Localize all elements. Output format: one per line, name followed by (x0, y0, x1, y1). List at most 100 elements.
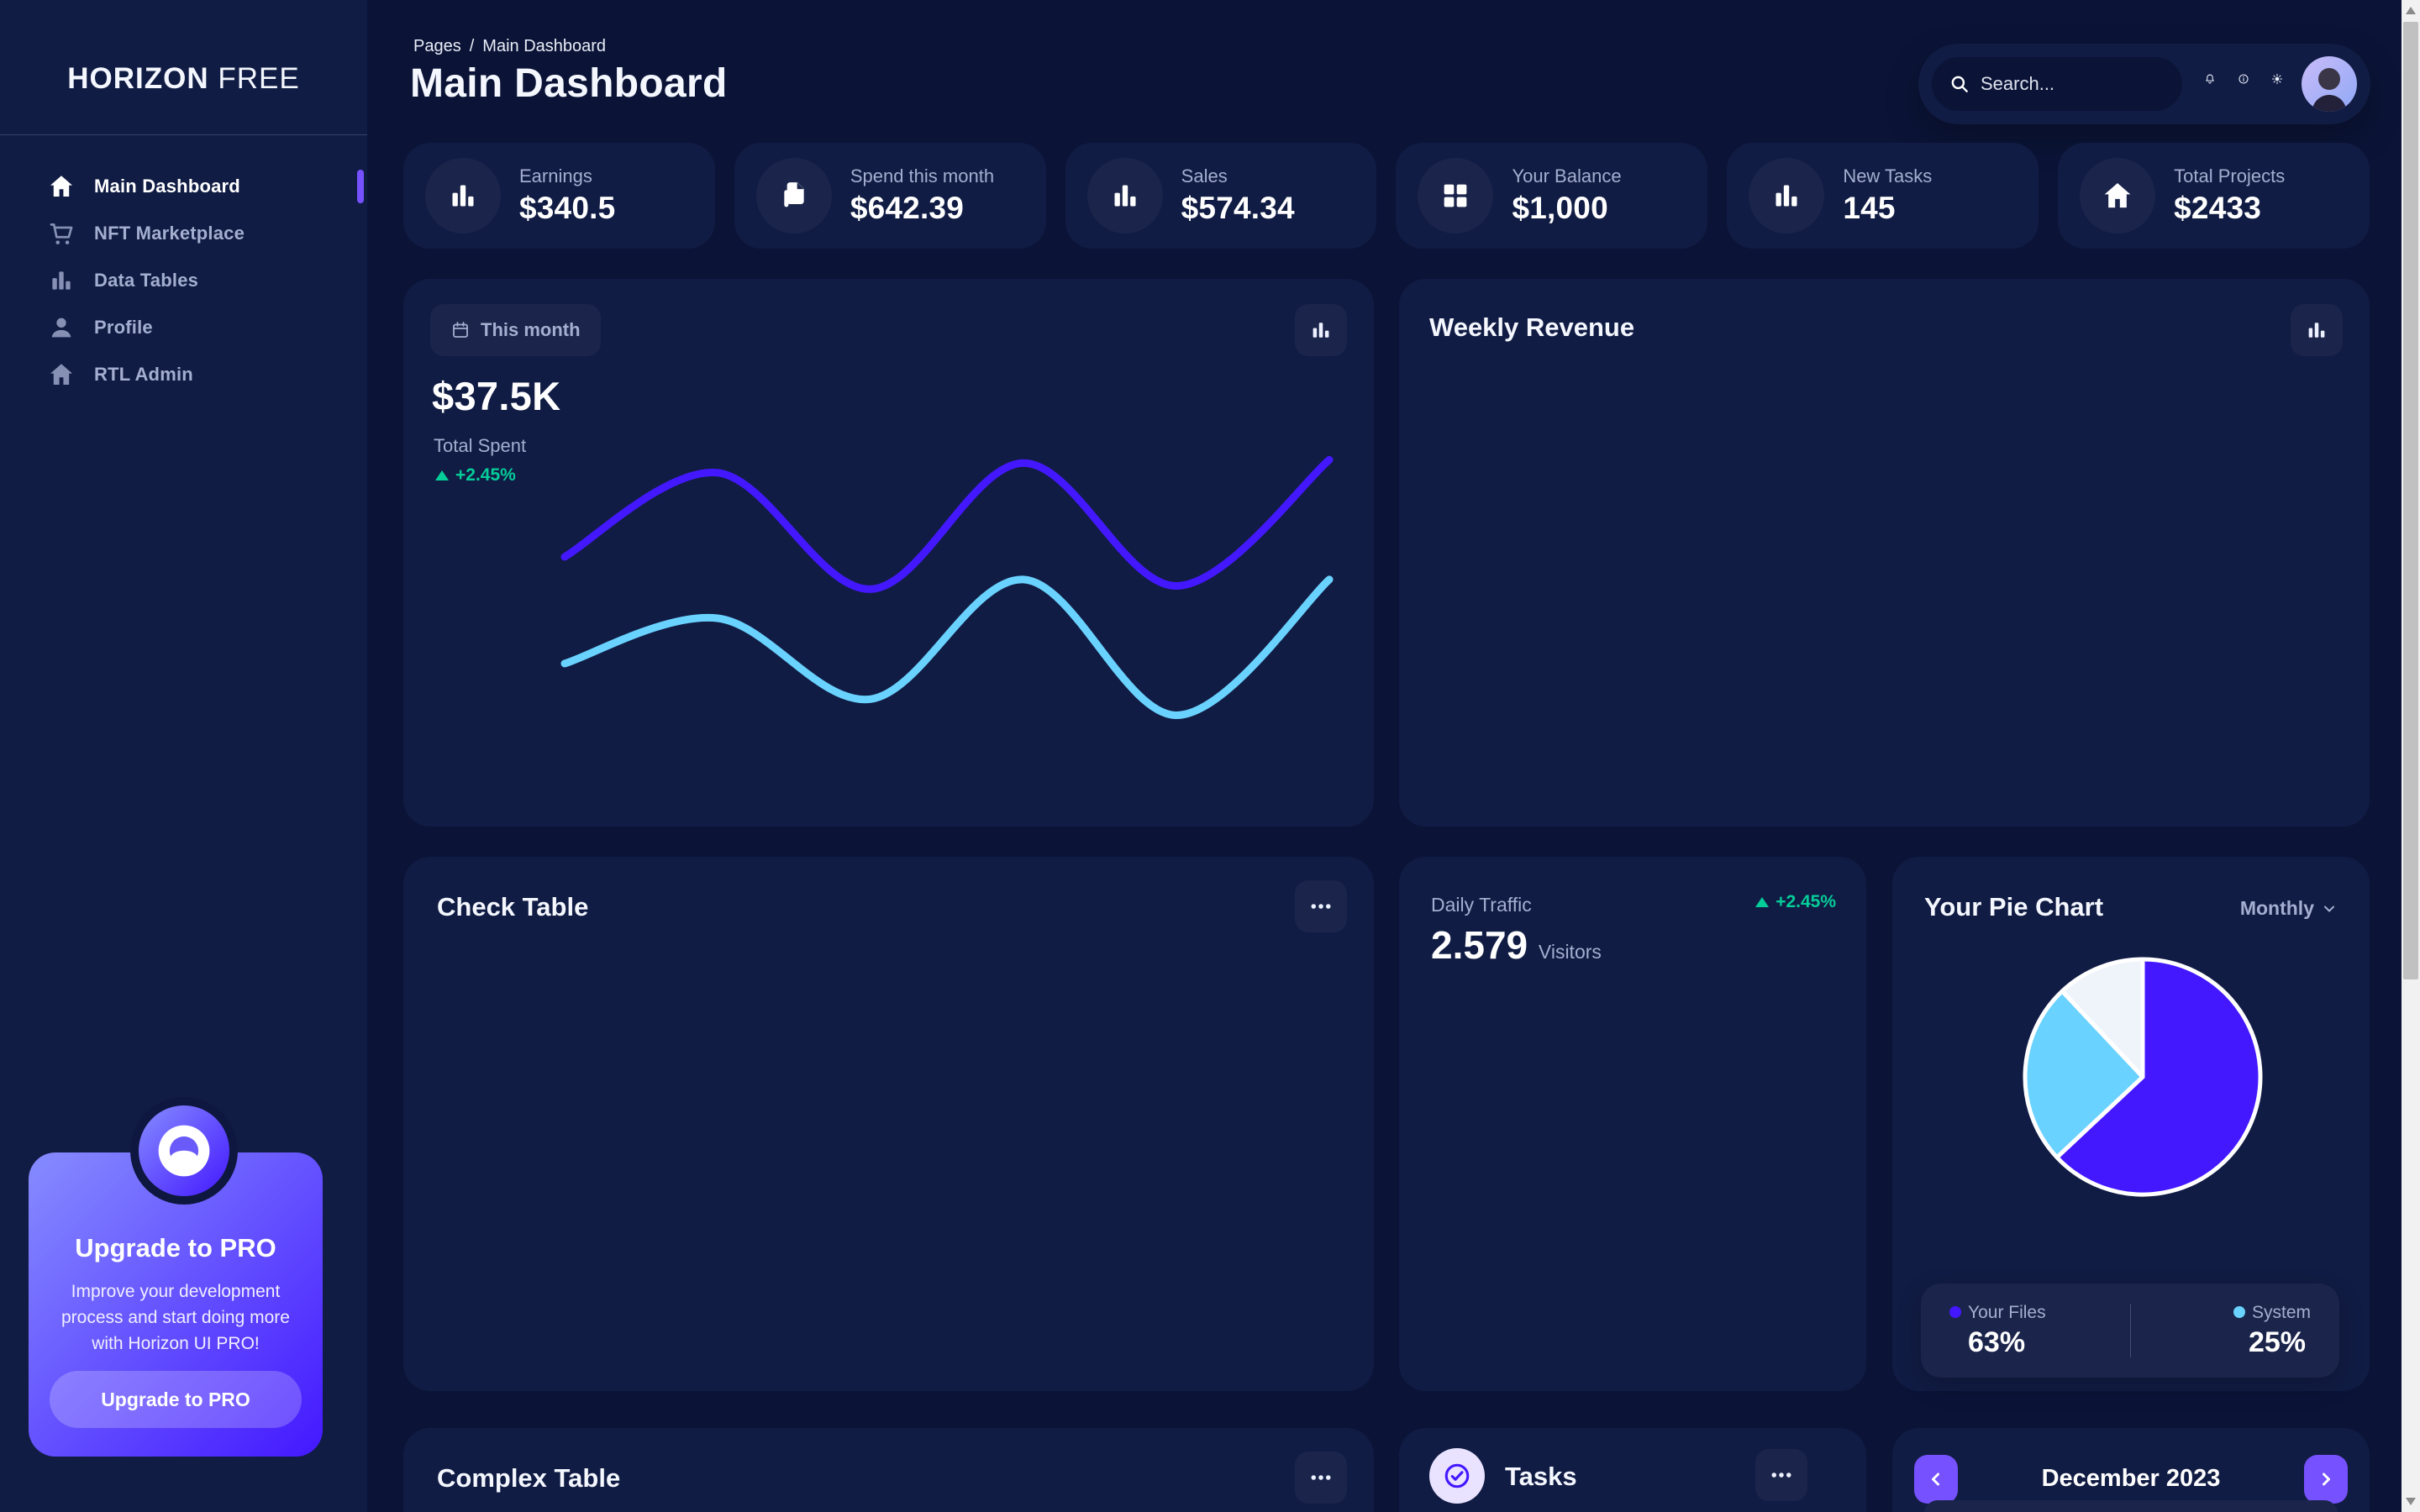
daily-traffic-unit: Visitors (1538, 941, 1602, 963)
calendar-next-button[interactable] (2304, 1455, 2348, 1504)
stat-text: Sales $574.34 (1181, 165, 1295, 226)
chevron-left-icon (1926, 1469, 1946, 1489)
breadcrumb-pages[interactable]: Pages (413, 37, 461, 55)
scroll-up-icon[interactable] (2406, 7, 2416, 14)
line-series-previous (560, 575, 1334, 720)
person-icon (47, 313, 76, 342)
sidebar-item-label: Main Dashboard (94, 176, 240, 197)
legend-dot-sky (2233, 1305, 2245, 1318)
legend-your-files: Your Files 63% (1921, 1303, 2130, 1359)
check-table-menu-button[interactable] (1295, 880, 1347, 932)
bar-chart-icon (47, 266, 76, 295)
stat-label: Your Balance (1512, 165, 1622, 186)
legend-system: System 25% (2131, 1303, 2340, 1359)
total-spent-value: $37.5K (432, 374, 561, 418)
breadcrumb-current[interactable]: Main Dashboard (482, 37, 607, 55)
stat-card-new-tasks: New Tasks 145 (1727, 143, 2039, 249)
stat-icon-circle (1086, 158, 1163, 234)
calendar-week-row (1924, 1500, 2338, 1512)
chart-options-button[interactable] (1295, 304, 1347, 356)
ellipsis-icon (1769, 1462, 1794, 1488)
info-icon[interactable] (2238, 73, 2249, 96)
notifications-bell-icon[interactable] (2204, 73, 2216, 96)
calendar-prev-button[interactable] (1914, 1455, 1958, 1504)
total-spent-delta: +2.45% (435, 465, 516, 486)
stat-value: $574.34 (1181, 191, 1295, 225)
ellipsis-icon (1308, 1465, 1334, 1490)
stat-value: $1,000 (1512, 191, 1608, 225)
pie-legend: Your Files 63% System 25% (1921, 1284, 2339, 1378)
stat-text: New Tasks 145 (1843, 165, 1932, 226)
pie-slice-your-files (2054, 957, 2263, 1197)
upgrade-description: Improve your development process and sta… (61, 1282, 290, 1353)
weekly-revenue-card: Weekly Revenue 171819202122232425 (1399, 279, 2370, 827)
breadcrumb: Pages / Main Dashboard (413, 37, 607, 55)
total-spent-label: Total Spent (434, 435, 527, 456)
scrollbar-thumb[interactable] (2403, 22, 2418, 979)
this-month-button[interactable]: This month (430, 304, 601, 356)
stat-label: Earnings (519, 165, 592, 186)
stat-label: Sales (1181, 165, 1228, 186)
bar-chart-icon (1108, 179, 1142, 213)
pie-range-dropdown[interactable]: Monthly (2240, 897, 2338, 920)
check-table-title: Check Table (437, 892, 589, 921)
pie-chart-title: Your Pie Chart (1924, 892, 2104, 921)
sidebar-item-label: NFT Marketplace (94, 223, 245, 244)
page-title: Main Dashboard (410, 61, 728, 106)
bar-chart-icon (1308, 318, 1334, 343)
stat-icon-circle (425, 158, 501, 234)
triangle-up-icon (435, 470, 449, 480)
weekly-revenue-options-button[interactable] (2291, 304, 2343, 356)
calendar-icon (450, 320, 471, 340)
app-logo: HORIZON FREE (67, 62, 300, 95)
stat-cards-row: Earnings $340.5 Spend this month $642.39 Sal… (403, 143, 2370, 249)
active-indicator (357, 170, 364, 203)
sidebar: HORIZON FREE Main Dashboard NFT Marketpla… (0, 0, 367, 1512)
stat-text: Your Balance $1,000 (1512, 165, 1621, 226)
search-input[interactable] (1981, 73, 2165, 95)
ellipsis-icon (1308, 894, 1334, 919)
stat-card-earnings: Earnings $340.5 (403, 143, 715, 249)
stat-label: Total Projects (2174, 165, 2286, 186)
stat-icon-circle (1749, 158, 1825, 234)
daily-traffic-delta: +2.45% (1755, 892, 1836, 912)
calendar-card: December 2023 (1892, 1428, 2370, 1512)
sidebar-divider (0, 134, 367, 135)
sidebar-item-rtl-admin[interactable]: RTL Admin (0, 351, 367, 398)
horizon-logo-icon (129, 1097, 238, 1205)
stat-card-total-projects: Total Projects $2433 (2058, 143, 2370, 249)
sidebar-item-nft-marketplace[interactable]: NFT Marketplace (0, 210, 367, 257)
daily-traffic-label: Daily Traffic (1431, 894, 1532, 916)
stat-card-sales: Sales $574.34 (1065, 143, 1377, 249)
sidebar-item-main-dashboard[interactable]: Main Dashboard (0, 163, 367, 210)
sidebar-menu: Main Dashboard NFT Marketplace Data Tables… (0, 163, 367, 398)
stat-label: Spend this month (850, 165, 995, 186)
stat-value: $340.5 (519, 191, 616, 225)
chevron-down-icon (2321, 900, 2338, 917)
complex-table-menu-button[interactable] (1295, 1452, 1347, 1504)
sidebar-item-data-tables[interactable]: Data Tables (0, 257, 367, 304)
cart-icon (47, 219, 76, 248)
bar-chart-icon (446, 179, 480, 213)
theme-toggle-sun-icon[interactable] (2271, 73, 2283, 96)
stat-icon-circle (1418, 158, 1494, 234)
home-icon (47, 360, 76, 389)
sidebar-item-label: RTL Admin (94, 364, 193, 385)
line-series-spent (560, 455, 1334, 593)
search-box (1932, 57, 2182, 111)
pie-chart (2023, 957, 2263, 1197)
user-avatar[interactable] (2302, 56, 2357, 112)
tasks-badge (1429, 1448, 1485, 1504)
upgrade-button[interactable]: Upgrade to PRO (50, 1371, 302, 1428)
topbar (1918, 44, 2370, 124)
check-circle-icon (1443, 1462, 1471, 1490)
check-table-card: Check Table NAMEPROGRESSQUANTITYDATEMark… (403, 857, 1374, 1391)
stat-value: $2433 (2174, 191, 2262, 225)
daily-traffic-card: Daily Traffic +2.45% 2.579 Visitors 0004… (1399, 857, 1866, 1391)
scroll-down-icon[interactable] (2406, 1498, 2416, 1505)
stat-card-your-balance: Your Balance $1,000 (1396, 143, 1708, 249)
tasks-card: Tasks (1399, 1428, 1866, 1512)
stat-text: Total Projects $2433 (2174, 165, 2285, 226)
tasks-menu-button[interactable] (1755, 1449, 1807, 1501)
sidebar-item-profile[interactable]: Profile (0, 304, 367, 351)
